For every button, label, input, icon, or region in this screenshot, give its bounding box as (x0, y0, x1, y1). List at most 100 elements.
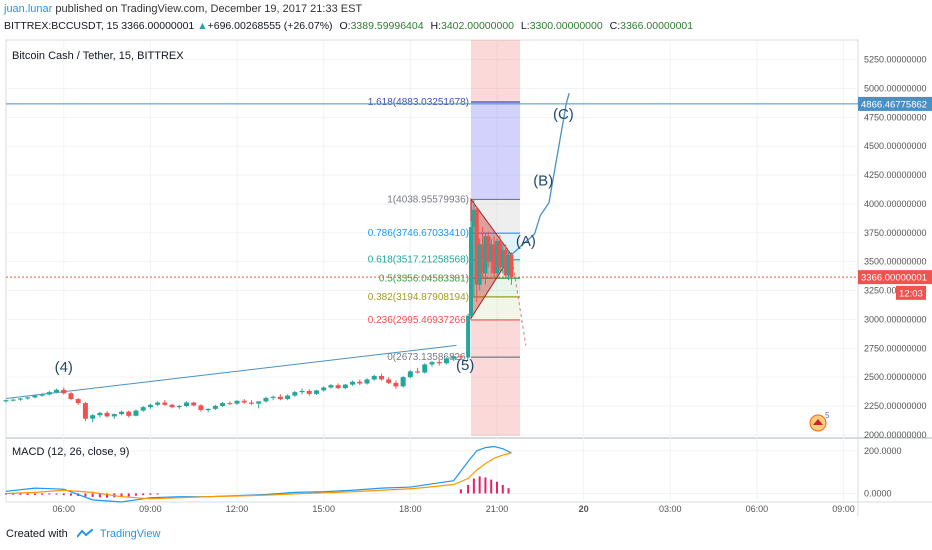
candle-body (429, 362, 435, 365)
price-marker (896, 285, 926, 300)
candle-body (509, 254, 514, 278)
x-tick-label: 21:00 (486, 504, 509, 514)
candle-body (133, 410, 139, 416)
candle-body (17, 398, 23, 400)
wave-label: (B) (533, 172, 553, 189)
event-marker-count: 5 (825, 411, 830, 420)
candle-body (75, 399, 81, 404)
candle-body (393, 382, 399, 387)
candle-body (119, 411, 125, 415)
candle-body (220, 403, 226, 406)
candle-body (364, 379, 370, 384)
created-with-text: Created with (6, 528, 68, 540)
candle-body (176, 405, 182, 408)
candle-body (270, 396, 276, 398)
macd-histogram-bar (48, 493, 51, 495)
wave-label: (C) (553, 106, 574, 123)
candle-body (191, 402, 197, 406)
macd-histogram-bar (91, 493, 94, 497)
price-marker-label: 12:03 (899, 288, 923, 299)
candle-body (248, 402, 254, 404)
wave-label: (A) (516, 233, 536, 250)
candle-body (500, 250, 505, 268)
trendline (5, 344, 457, 399)
y-tick-label: 4750.00000000 (864, 112, 927, 122)
candle-body (3, 400, 9, 402)
candle-body (205, 408, 211, 411)
candle-body (486, 236, 491, 262)
macd-tick-label: 200.0000 (864, 446, 902, 456)
candle-body (227, 403, 233, 405)
candle-body (184, 402, 190, 406)
macd-histogram-bar (467, 484, 470, 494)
price-marker-label: 3366.00000001 (861, 273, 927, 284)
macd-histogram-bar (69, 493, 72, 496)
fib-level-label: 0.382(3194.87908194) (368, 292, 469, 303)
x-tick-label: 03:00 (659, 504, 682, 514)
candle-body (292, 392, 298, 396)
macd-histogram-bar (33, 493, 36, 495)
candle-body (299, 390, 305, 393)
macd-histogram-bar (507, 488, 510, 494)
candle-body (32, 395, 38, 398)
candle-body (147, 404, 153, 408)
candle-body (506, 254, 511, 276)
macd-histogram-bar (134, 493, 137, 496)
x-tick-label: 06:00 (52, 504, 75, 514)
macd-histogram-bar (484, 477, 487, 494)
change-arrow-icon: ▲ (197, 20, 208, 32)
candle-body (443, 358, 449, 364)
candle-body (474, 209, 479, 285)
fib-level-label: 0.618(3517.21258568) (368, 255, 469, 266)
candle-body (241, 400, 247, 403)
macd-histogram-bar (62, 493, 65, 496)
candle-body (198, 405, 204, 411)
fib-level-label: 0(2673.13586826) (387, 352, 469, 363)
candle-body (111, 414, 117, 417)
y-tick-label: 2500.00000000 (864, 372, 927, 382)
candle-body (503, 250, 508, 276)
y-tick-label: 2250.00000000 (864, 401, 927, 411)
y-tick-label: 5250.00000000 (864, 55, 927, 65)
y-tick-label: 2000.00000000 (864, 430, 927, 440)
candle-body (386, 379, 392, 383)
tradingview-link[interactable]: TradingView (99, 528, 161, 540)
candle-body (97, 412, 103, 416)
candle-body (277, 396, 283, 400)
fib-zone (470, 278, 521, 297)
macd-histogram-bar (41, 493, 44, 495)
candle-body (46, 392, 52, 395)
candle-body (415, 371, 421, 373)
candle-body (357, 381, 363, 384)
symbol-legend: BITTREX:BCCUSDT, 15 3366.00000001 ▲+696.… (4, 20, 693, 32)
y-tick-label: 2750.00000000 (864, 343, 927, 353)
author-link[interactable]: juan.lunar (4, 3, 53, 15)
wave-label: (4) (55, 359, 73, 376)
y-tick-label: 3000.00000000 (864, 314, 927, 324)
fib-level-label: 1.618(4883.03251678) (368, 97, 469, 108)
x-tick-label: 15:00 (312, 504, 335, 514)
wave-label: (5) (456, 357, 474, 374)
macd-histogram-bar (12, 493, 15, 495)
low-label: L: (520, 20, 530, 32)
price-marker-label: 4866.46775862 (861, 99, 927, 110)
fib-zone-bottom (470, 357, 521, 436)
macd-histogram-bar (127, 493, 130, 497)
high-value: 3402.00000000 (441, 20, 514, 32)
x-tick-label: 20 (579, 504, 589, 514)
wave-projection-path (510, 92, 570, 256)
macd-histogram-bar (478, 476, 481, 494)
last-price: 3366.00000001 (121, 20, 195, 32)
open-value: 3389.59996404 (350, 20, 424, 32)
macd-tick-label: 0.0000 (864, 488, 892, 498)
price-marker (858, 270, 932, 285)
candle-body (321, 387, 327, 391)
candle-body (371, 375, 377, 380)
candle-body (497, 240, 502, 268)
price-marker (858, 96, 932, 111)
x-tick-label: 09:00 (832, 504, 855, 514)
candle-body (451, 356, 457, 359)
macd-histogram-bar (156, 493, 159, 495)
candle-body (492, 244, 497, 274)
